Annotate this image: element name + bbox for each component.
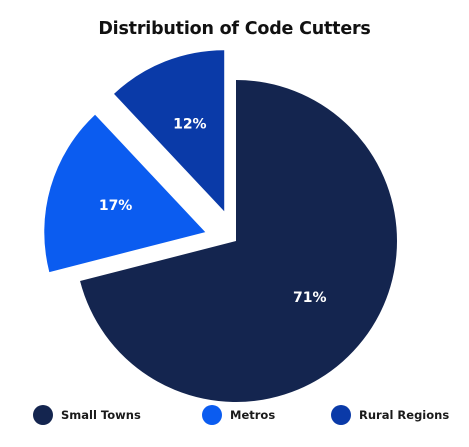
slice-metros bbox=[44, 114, 206, 273]
legend: Small Towns Metros Rural Regions bbox=[0, 402, 469, 428]
legend-swatch-metros bbox=[202, 405, 222, 425]
legend-swatch-small-towns bbox=[33, 405, 53, 425]
slice-rural-regions bbox=[114, 50, 225, 212]
slice-label-rural-regions: 12% bbox=[173, 116, 207, 132]
legend-label-small-towns: Small Towns bbox=[61, 408, 141, 422]
legend-label-rural-regions: Rural Regions bbox=[359, 408, 450, 422]
chart-title: Distribution of Code Cutters bbox=[98, 19, 371, 39]
slice-label-small-towns: 71% bbox=[293, 290, 327, 306]
slice-label-metros: 17% bbox=[99, 198, 133, 214]
legend-item-small-towns: Small Towns bbox=[33, 402, 141, 428]
legend-item-metros: Metros bbox=[202, 402, 275, 428]
legend-label-metros: Metros bbox=[230, 408, 276, 422]
legend-swatch-rural-regions bbox=[331, 405, 351, 425]
slice-small-towns bbox=[80, 79, 398, 402]
legend-item-rural-regions: Rural Regions bbox=[331, 402, 449, 428]
